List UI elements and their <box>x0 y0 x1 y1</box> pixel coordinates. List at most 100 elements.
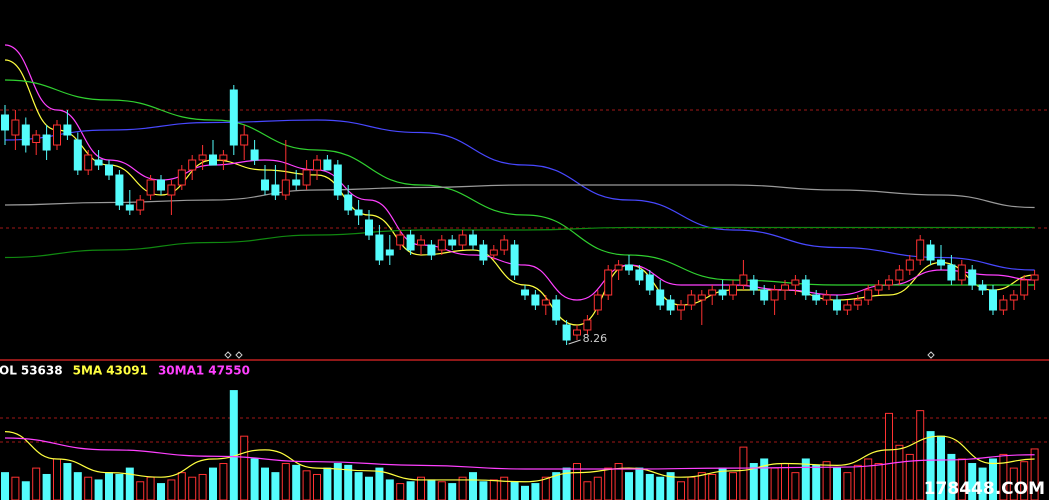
candle-body <box>510 244 519 276</box>
moving-average-line <box>4 79 1035 286</box>
volume-bar <box>531 483 540 500</box>
candle-body <box>261 179 269 191</box>
volume-bar <box>593 476 602 500</box>
candle-body <box>1 114 9 131</box>
candle-body <box>697 294 706 301</box>
volume-bar <box>240 435 249 500</box>
candle-body <box>281 179 290 196</box>
candle-body <box>521 289 529 296</box>
volume-bar <box>1 472 9 500</box>
candle-body <box>1009 294 1018 301</box>
candle-body <box>947 264 956 281</box>
volume-bar <box>687 476 696 500</box>
candle-body <box>843 304 852 311</box>
candle-body <box>791 279 800 286</box>
candle-body <box>63 124 72 136</box>
volume-bar <box>729 472 737 500</box>
volume-bar <box>136 481 145 500</box>
volume-bar <box>718 467 727 500</box>
volume-bar <box>385 479 394 500</box>
volume-bar <box>968 463 977 500</box>
volume-bar <box>916 410 925 500</box>
volume-bar <box>469 472 477 500</box>
candle-body <box>323 159 332 171</box>
volume-bar <box>198 473 207 500</box>
candle-body <box>354 209 363 216</box>
candle-body <box>801 279 810 296</box>
volume-bar <box>302 470 311 500</box>
candle-body <box>885 279 893 286</box>
candle-body <box>105 164 113 176</box>
candle-body <box>406 234 415 251</box>
candle-body <box>198 154 207 161</box>
volume-bar <box>625 472 633 500</box>
volume-bar <box>125 467 134 500</box>
legend-value: 47550 <box>208 364 250 378</box>
candle-body <box>781 284 789 291</box>
volume-bar <box>552 472 561 500</box>
legend-value: 53638 <box>21 364 63 378</box>
volume-bar <box>479 481 488 500</box>
volume-bar <box>843 472 852 500</box>
volume-bar <box>947 453 956 500</box>
candle-body <box>541 299 550 306</box>
volume-bar <box>885 412 893 500</box>
candle-body <box>916 239 925 261</box>
candle-body <box>989 289 997 311</box>
moving-average-line <box>4 119 1035 271</box>
volume-bar <box>510 481 519 500</box>
volume-bar <box>250 458 259 500</box>
moving-average-line <box>4 184 1035 209</box>
candle-body <box>552 299 561 321</box>
candle-body <box>1020 279 1029 296</box>
candle-body <box>469 234 477 246</box>
candle-body <box>375 234 384 261</box>
legend-name: 30MA1 <box>158 364 204 378</box>
volume-ma-line <box>4 431 1035 483</box>
volume-bar <box>73 472 82 500</box>
volume-bar <box>396 483 405 500</box>
candle-body <box>593 294 602 311</box>
volume-bar <box>53 458 61 500</box>
candle-body <box>333 164 342 196</box>
volume-bar <box>375 467 384 500</box>
candle-body <box>926 244 935 261</box>
volume-bar <box>583 481 592 500</box>
watermark: 178448.COM <box>924 479 1045 499</box>
candle-body <box>489 249 498 256</box>
candle-body <box>396 234 405 246</box>
volume-bar <box>739 446 748 500</box>
volume-bar <box>42 473 51 500</box>
low-price-label: 8.26 <box>583 332 608 345</box>
volume-bar <box>281 463 290 500</box>
volume-bar <box>573 463 581 500</box>
volume-bar <box>21 481 30 500</box>
volume-bar <box>271 472 280 500</box>
candle-body <box>957 264 966 281</box>
legend-value: 43091 <box>106 364 148 378</box>
volume-bar <box>812 464 821 500</box>
candle-body <box>708 289 717 296</box>
volume-bar <box>219 463 228 500</box>
volume-bar <box>458 476 467 500</box>
volume-bar <box>801 458 810 500</box>
candle-body <box>271 184 280 196</box>
volume-bar <box>94 479 103 500</box>
volume-bar <box>292 464 301 500</box>
candle-body <box>146 179 155 196</box>
candle-body <box>635 269 644 281</box>
candle-body <box>188 159 197 171</box>
volume-bar <box>770 467 779 500</box>
volume-bar <box>905 453 914 500</box>
candle-body <box>84 154 93 171</box>
volume-bar <box>666 472 675 500</box>
candle-body <box>448 239 457 246</box>
moving-average-line <box>4 226 1035 259</box>
volume-bar <box>188 476 197 500</box>
volume-bar <box>437 481 446 500</box>
candle-body <box>250 149 259 161</box>
volume-bar <box>333 463 342 500</box>
candle-body <box>167 184 176 196</box>
volume-bar <box>84 476 93 500</box>
